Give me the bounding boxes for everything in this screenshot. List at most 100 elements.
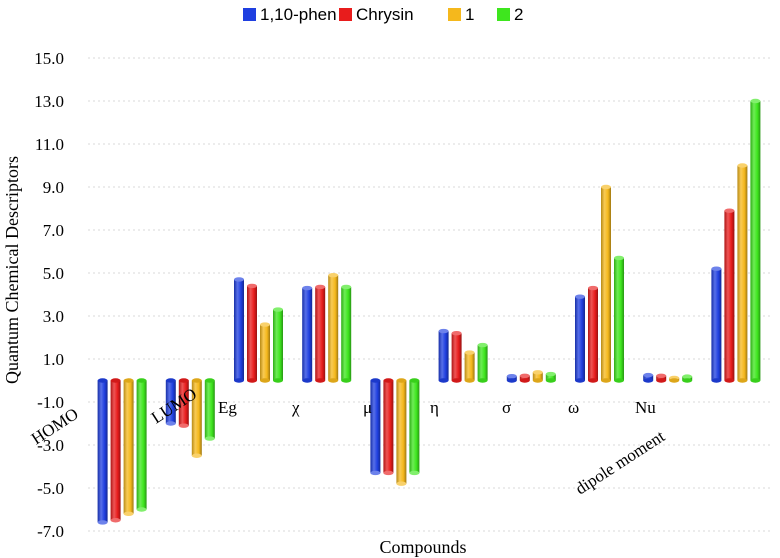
bar-base (204, 378, 215, 383)
bar-cap (396, 481, 407, 486)
bar-1-10-phen-4 (370, 378, 381, 476)
bar-base (123, 378, 134, 383)
bar-body (532, 372, 543, 381)
bar-cap (178, 423, 189, 428)
bar-cap (438, 328, 449, 334)
bar-1-9 (737, 163, 748, 383)
bar-body (165, 380, 176, 424)
bar-chrysin-1 (178, 378, 189, 428)
x-axis-title: Compounds (379, 537, 466, 557)
bar-base (575, 378, 585, 383)
bar-1-10-phen-9 (711, 266, 722, 383)
bar-cap (532, 370, 543, 375)
bar-2-6 (545, 371, 556, 383)
bar-2-2 (273, 307, 283, 383)
bar-cap (204, 436, 215, 441)
bar-chrysin-5 (451, 331, 462, 383)
bar-1-10-phen-0 (97, 378, 108, 525)
bar-chrysin-8 (656, 373, 667, 383)
bar-base (110, 378, 121, 383)
bar-cap (247, 283, 257, 289)
legend-label: 1 (465, 5, 474, 24)
bar-base (409, 378, 420, 383)
bar-cap (614, 255, 624, 261)
y-tick-label: -5.0 (37, 479, 64, 498)
bar-body (750, 101, 761, 381)
bar-base (136, 378, 147, 383)
bar-body (601, 187, 611, 381)
bar-body (370, 380, 381, 473)
bar-base (656, 378, 667, 383)
bar-body (396, 380, 407, 484)
bar-2-7 (614, 255, 624, 383)
bar-base (750, 378, 761, 383)
grid-layer (88, 57, 770, 532)
legend-swatch (448, 8, 461, 21)
bar-base (669, 378, 680, 383)
y-axis-title: Quantum Chemical Descriptors (2, 156, 22, 384)
bar-body (260, 324, 270, 381)
category-label: Nu (635, 398, 656, 417)
bar-layer (97, 98, 761, 525)
bar-cap (110, 518, 121, 523)
bar-cap (545, 371, 556, 377)
bar-1-10-phen-2 (234, 277, 244, 383)
bar-cap (165, 421, 176, 426)
bar-body (737, 165, 748, 381)
bar-base (302, 378, 313, 383)
bar-2-4 (409, 378, 420, 476)
bar-base (519, 378, 530, 383)
bar-base (438, 378, 449, 383)
y-tick-label: 15.0 (34, 49, 64, 68)
bar-2-5 (477, 342, 488, 383)
y-tick-label: -1.0 (37, 393, 64, 412)
bar-base (464, 378, 475, 383)
bar-base (97, 378, 108, 383)
bar-cap (341, 284, 352, 290)
bar-cap (682, 374, 693, 379)
legend-swatch (497, 8, 510, 21)
category-label: ω (568, 398, 579, 417)
bar-base (682, 378, 693, 383)
y-tick-label: -7.0 (37, 522, 64, 541)
y-tick-label: 1.0 (43, 350, 64, 369)
bar-body (315, 286, 326, 381)
legend-label: 1,10-phen (260, 5, 337, 24)
bar-base (260, 378, 270, 383)
bar-1-5 (464, 350, 475, 383)
bar-chrysin-6 (519, 373, 530, 383)
legend-item: 2 (497, 5, 523, 24)
bar-body (328, 275, 339, 381)
y-tick-labels: -7.0 -5.0 -3.0 -1.0 1.0 3.0 5.0 7.0 9.0 11.0 13.0 1… (34, 49, 64, 541)
bar-base (711, 378, 722, 383)
bar-2-0 (136, 378, 147, 512)
bar-1-0 (123, 378, 134, 516)
y-tick-label: 7.0 (43, 221, 64, 240)
bar-1-1 (191, 378, 202, 458)
bar-base (506, 378, 517, 383)
bar-body (204, 380, 215, 439)
bar-body (383, 380, 394, 473)
bar-base (477, 378, 488, 383)
legend-swatch (243, 8, 256, 21)
legend-label: Chrysin (356, 5, 414, 24)
bar-base (383, 378, 394, 383)
bar-cap (737, 163, 748, 168)
legend-item: 1 (448, 5, 474, 24)
bar-cap (260, 322, 270, 327)
bar-cap (315, 284, 326, 290)
legend-label: 2 (514, 5, 523, 24)
bar-chrysin-2 (247, 283, 257, 383)
bar-body (273, 309, 283, 381)
y-tick-label: 5.0 (43, 264, 64, 283)
category-label: χ (291, 398, 300, 417)
bar-body (464, 352, 475, 381)
bar-cap (464, 350, 475, 355)
bar-1-8 (669, 375, 680, 383)
bar-base (643, 378, 654, 383)
bar-2-9 (750, 98, 761, 383)
bar-cap (711, 266, 722, 271)
bar-base (191, 378, 202, 383)
bar-body (97, 380, 108, 523)
bar-cap (409, 470, 420, 476)
